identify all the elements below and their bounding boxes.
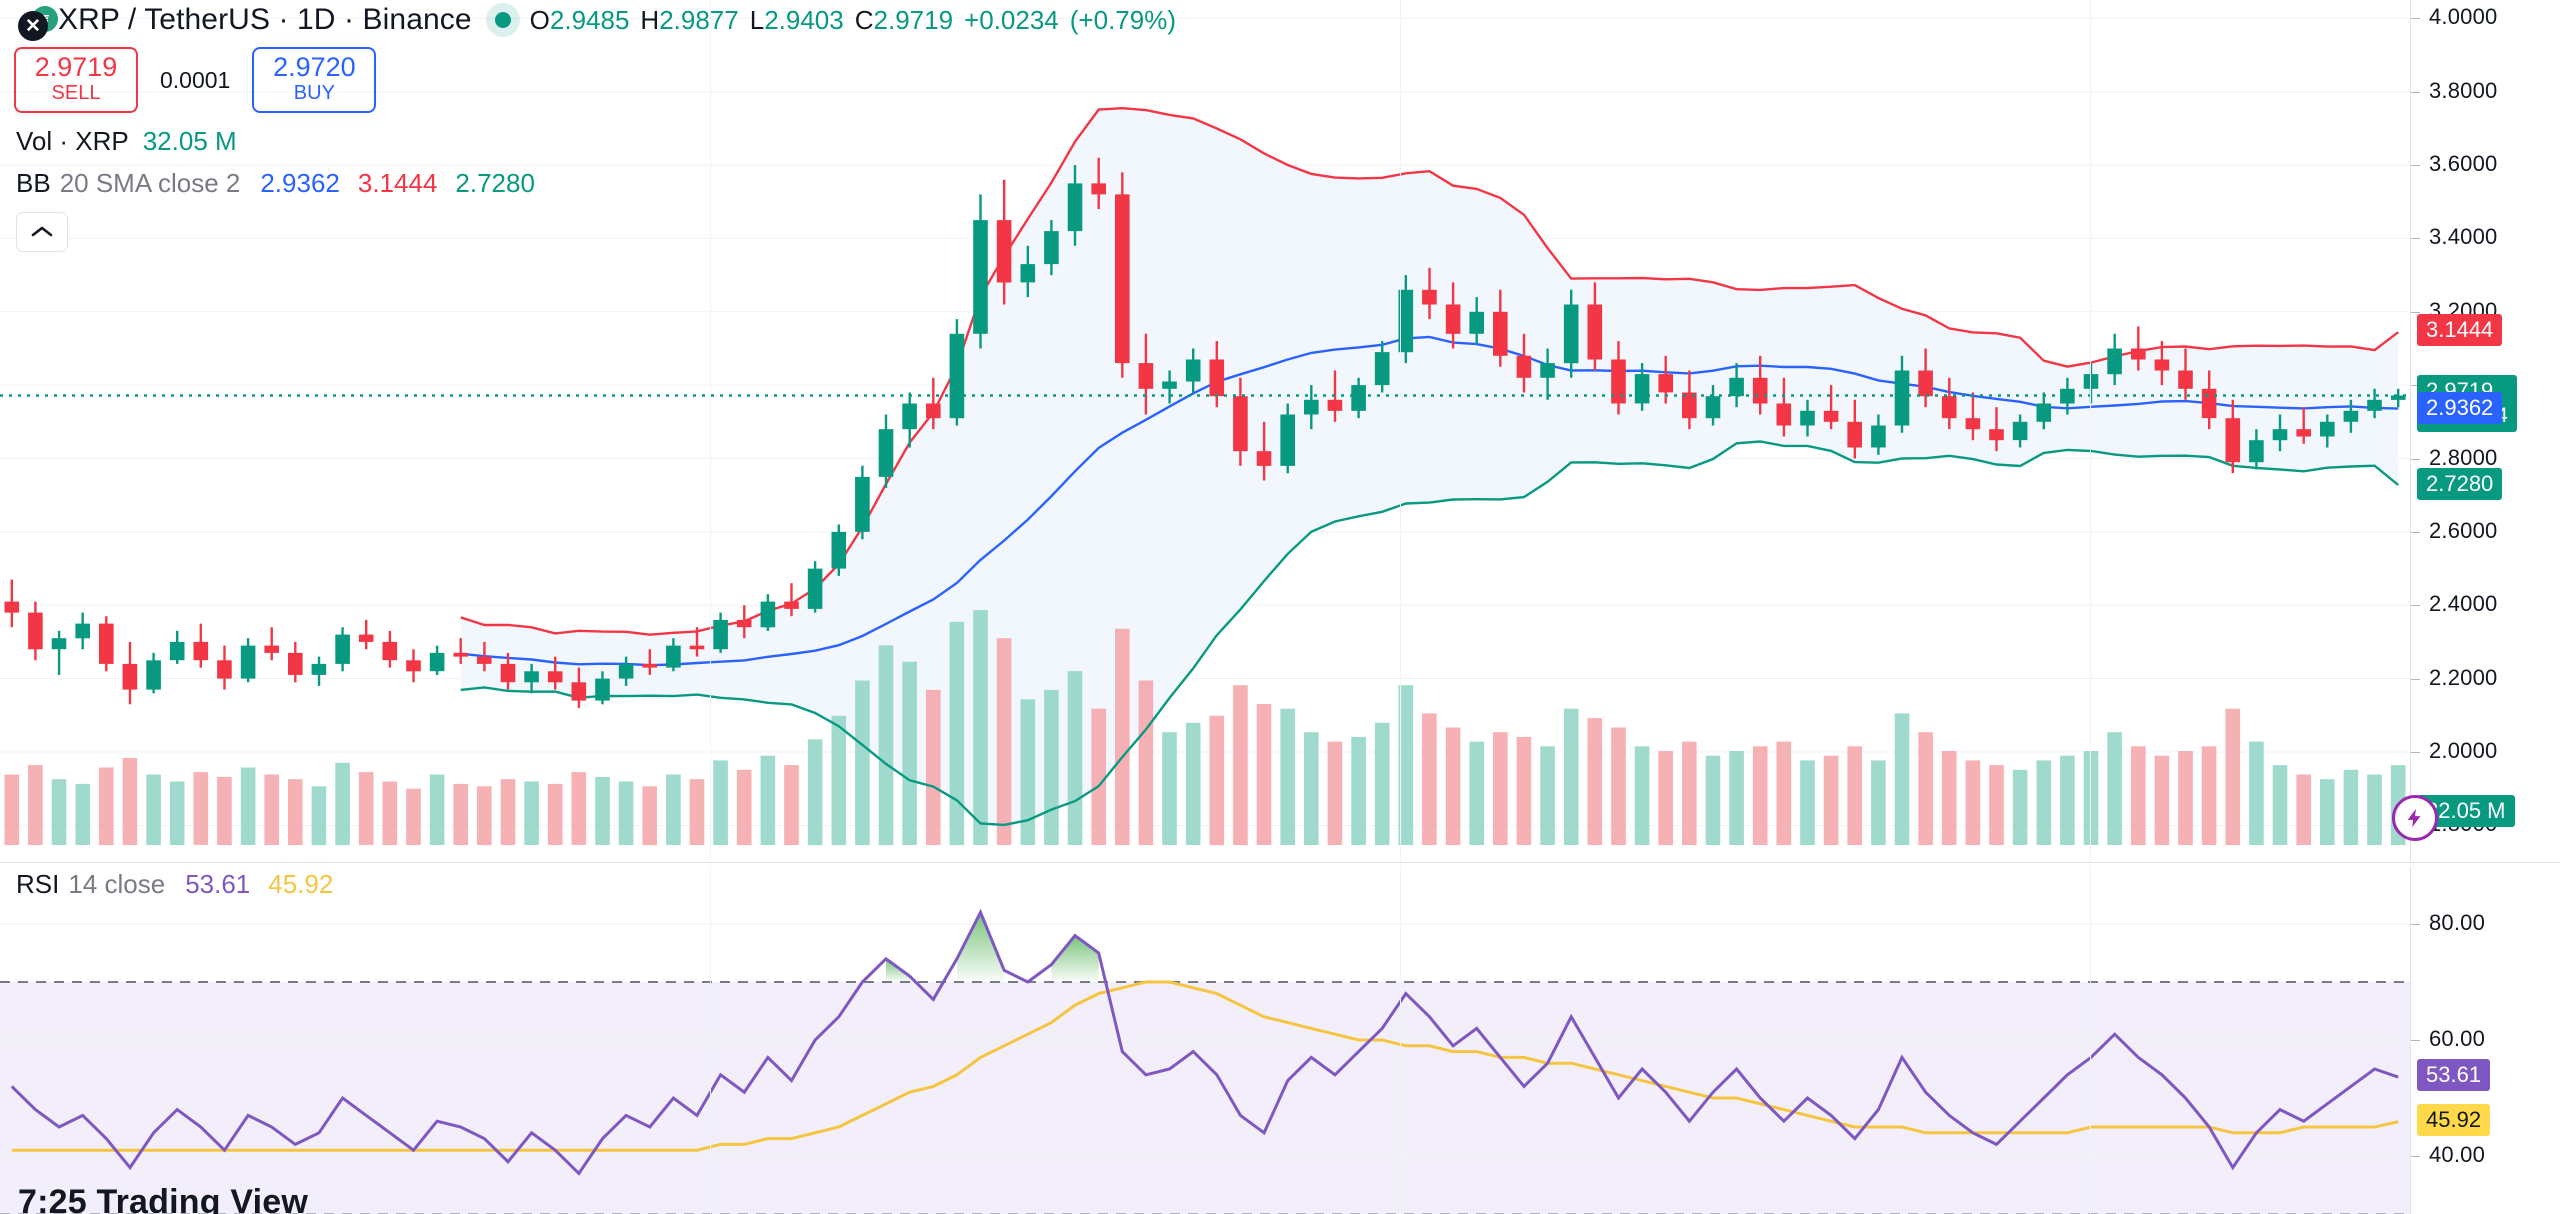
- ohlc-c-key: C: [854, 4, 874, 35]
- rsi-axis-label: 60.00: [2429, 1026, 2486, 1051]
- price-axis-tick: [2411, 605, 2420, 607]
- price-axis-tick: [2411, 311, 2420, 313]
- price-chart-svg: [0, 17, 2410, 846]
- quote-buttons: 2.9719 SELL 0.0001 2.9720 BUY: [0, 46, 1176, 114]
- price-axis-tick: [2411, 678, 2420, 680]
- xrp-logo-icon: ✕: [18, 11, 48, 41]
- sell-label: SELL: [51, 82, 101, 105]
- price-axis-tick: [2411, 238, 2420, 240]
- volume-legend[interactable]: Vol · XRP 32.05 M: [0, 124, 1176, 158]
- bb-basis-value: 2.9362: [260, 167, 340, 198]
- price-axis-label: 3.8000: [2429, 77, 2498, 103]
- price-axis-label: 4.0000: [2429, 4, 2498, 30]
- symbol-header[interactable]: ₮ ✕ XRP / TetherUS · 1D · Binance O2.948…: [0, 0, 1176, 41]
- vertical-gridline: [1400, 0, 1401, 862]
- price-axis-tick: [2411, 165, 2420, 167]
- badge-value: 2.7280: [2426, 470, 2494, 496]
- ohlc-change: +0.0234: [964, 4, 1059, 35]
- volume-label: Vol · XRP: [16, 125, 129, 156]
- sell-button[interactable]: 2.9719 SELL: [14, 46, 138, 114]
- price-pane[interactable]: [0, 0, 2410, 862]
- ohlc-o-key: O: [529, 4, 550, 35]
- rsi-axis-tick: [2411, 1040, 2420, 1041]
- vertical-gridline: [2090, 0, 2091, 862]
- ohlc-h-value: 2.9877: [659, 4, 739, 35]
- rsi-legend[interactable]: RSI 14 close 53.61 45.92: [16, 866, 333, 902]
- rsi-value: 53.61: [185, 868, 251, 899]
- price-axis-label: 2.0000: [2429, 737, 2498, 763]
- price-axis[interactable]: 4.00003.80003.60003.40003.20003.00002.80…: [2410, 0, 2560, 862]
- lightning-bolt-icon[interactable]: [2392, 795, 2438, 841]
- price-axis-tick: [2411, 751, 2420, 753]
- buy-button[interactable]: 2.9720 BUY: [252, 46, 377, 114]
- market-status-icon[interactable]: [485, 3, 520, 37]
- collapse-legend-button[interactable]: [16, 212, 68, 252]
- page-title[interactable]: XRP / TetherUS · 1D · Binance: [58, 3, 472, 36]
- bb-lower-value: 2.7280: [455, 167, 535, 198]
- buy-price: 2.9720: [273, 51, 356, 82]
- badge-value: 32.05 M: [2426, 798, 2506, 823]
- price-axis-tick: [2411, 458, 2420, 460]
- pane-divider: [0, 862, 2560, 863]
- sell-price: 2.9719: [34, 51, 118, 82]
- spread-value: 0.0001: [160, 66, 231, 93]
- ohlc-h-key: H: [640, 4, 660, 35]
- price-axis-label: 2.4000: [2429, 591, 2498, 617]
- price-axis-tick: [2411, 531, 2420, 533]
- price-axis-badge[interactable]: 2.9362: [2417, 391, 2503, 424]
- price-axis-label: 2.6000: [2429, 517, 2498, 543]
- price-axis-tick: [2411, 18, 2420, 20]
- price-axis-tick: [2411, 385, 2420, 387]
- ohlc-values: O2.9485 H2.9877 L2.9403 C2.9719 +0.0234 (+0.7…: [530, 5, 1176, 36]
- bb-name: BB: [16, 167, 51, 198]
- chevron-up-icon: [31, 226, 53, 237]
- rsi-params: 14 close: [68, 868, 166, 899]
- buy-label: BUY: [293, 82, 335, 105]
- ohlc-change-percent: (+0.79%): [1069, 4, 1176, 35]
- rsi-axis-label: 80.00: [2429, 910, 2486, 935]
- rsi-axis-tick: [2411, 1156, 2420, 1157]
- ohlc-o-value: 2.9485: [549, 4, 630, 35]
- rsi-name: RSI: [16, 868, 60, 899]
- badge-value: 3.1444: [2426, 317, 2494, 343]
- rsi-chart-svg: [0, 908, 2410, 1214]
- rsi-axis-label: 40.00: [2429, 1142, 2486, 1167]
- bollinger-bands-legend[interactable]: BB 20 SMA close 2 2.9362 3.1444 2.7280: [0, 166, 1176, 200]
- price-axis-label: 2.2000: [2429, 664, 2498, 690]
- volume-value: 32.05 M: [142, 125, 237, 156]
- bottom-watermark: 7:25 Trading View: [18, 1183, 308, 1214]
- rsi-axis-tick: [2411, 924, 2420, 925]
- market-open-dot: [494, 12, 511, 28]
- price-axis-badge[interactable]: 3.1444: [2417, 314, 2503, 347]
- rsi-ma-value: 45.92: [268, 868, 334, 899]
- rsi-axis-badge[interactable]: 45.92: [2417, 1103, 2491, 1136]
- rsi-axis[interactable]: 80.00 60.00 40.00 53.61 45.92: [2410, 866, 2560, 1214]
- ohlc-c-value: 2.9719: [873, 4, 954, 35]
- ohlc-l-key: L: [749, 4, 765, 35]
- chart-legend: ₮ ✕ XRP / TetherUS · 1D · Binance O2.948…: [0, 0, 1176, 252]
- rsi-axis-badge[interactable]: 53.61: [2417, 1059, 2491, 1092]
- bb-params: 20 SMA close 2: [59, 167, 241, 198]
- vertical-gridline: [710, 0, 711, 862]
- badge-value: 2.9362: [2426, 394, 2494, 420]
- price-axis-label: 3.6000: [2429, 151, 2498, 177]
- price-axis-badge[interactable]: 2.7280: [2417, 467, 2503, 501]
- vertical-gridline: [2090, 866, 2091, 1214]
- vertical-gridline: [710, 866, 711, 1214]
- symbol-logos: ₮ ✕: [14, 5, 58, 41]
- price-axis-tick: [2411, 91, 2420, 93]
- price-axis-label: 3.4000: [2429, 224, 2498, 250]
- bb-upper-value: 3.1444: [357, 167, 438, 198]
- price-axis-label: 2.8000: [2429, 444, 2498, 470]
- vertical-gridline: [1400, 866, 1401, 1214]
- ohlc-l-value: 2.9403: [764, 4, 844, 35]
- rsi-pane[interactable]: [0, 866, 2410, 1214]
